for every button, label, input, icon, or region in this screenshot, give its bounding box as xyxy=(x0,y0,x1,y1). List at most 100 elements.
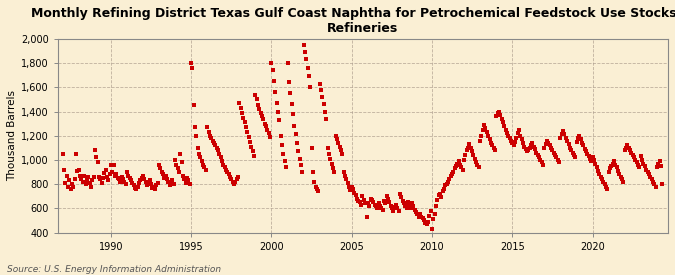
Point xyxy=(229,182,240,186)
Point xyxy=(538,163,549,167)
Point xyxy=(360,201,371,206)
Point xyxy=(488,145,499,150)
Point xyxy=(117,177,128,182)
Point xyxy=(269,79,279,83)
Point xyxy=(353,199,364,203)
Point xyxy=(526,143,537,148)
Point xyxy=(546,145,557,150)
Point xyxy=(421,222,432,226)
Point xyxy=(559,132,570,137)
Point xyxy=(527,141,538,145)
Point xyxy=(590,161,601,166)
Point xyxy=(217,159,227,163)
Point xyxy=(554,160,564,164)
Point xyxy=(263,131,274,136)
Point xyxy=(433,193,444,197)
Point xyxy=(574,133,585,138)
Point xyxy=(437,189,448,194)
Point xyxy=(497,120,508,125)
Point xyxy=(627,153,638,157)
Point xyxy=(252,103,263,108)
Point xyxy=(653,161,664,166)
Point xyxy=(153,181,163,185)
Point xyxy=(78,180,88,184)
Point xyxy=(115,180,126,184)
Point xyxy=(458,167,468,172)
Point xyxy=(65,187,76,191)
Point xyxy=(135,178,146,183)
Point xyxy=(221,167,232,172)
Point xyxy=(493,109,504,114)
Point xyxy=(74,167,84,172)
Point xyxy=(226,177,237,182)
Point xyxy=(522,149,533,154)
Text: Source: U.S. Energy Information Administration: Source: U.S. Energy Information Administ… xyxy=(7,265,221,274)
Point xyxy=(405,206,416,211)
Point xyxy=(500,127,511,132)
Point xyxy=(108,163,119,167)
Point xyxy=(649,182,659,186)
Point xyxy=(566,148,576,152)
Point xyxy=(103,178,113,183)
Point xyxy=(296,163,306,167)
Point xyxy=(585,156,595,161)
Point xyxy=(367,198,377,202)
Point xyxy=(97,176,108,180)
Point xyxy=(380,201,391,206)
Point xyxy=(452,161,463,166)
Point xyxy=(563,142,574,146)
Point xyxy=(148,184,159,189)
Point xyxy=(302,66,313,70)
Point xyxy=(167,178,178,183)
Point xyxy=(381,194,392,199)
Point xyxy=(503,133,514,138)
Point xyxy=(278,152,289,156)
Point xyxy=(317,95,328,99)
Point xyxy=(223,172,234,177)
Point xyxy=(251,97,262,101)
Point xyxy=(454,159,464,163)
Point xyxy=(436,195,447,200)
Point xyxy=(451,164,462,168)
Point xyxy=(75,174,86,178)
Point xyxy=(341,177,352,182)
Point xyxy=(79,174,90,178)
Point xyxy=(213,148,223,152)
Point xyxy=(59,167,70,172)
Point xyxy=(308,170,319,174)
Point xyxy=(219,165,230,169)
Point xyxy=(143,181,154,185)
Point xyxy=(131,187,142,191)
Point xyxy=(134,181,144,185)
Point xyxy=(67,182,78,186)
Point xyxy=(470,160,481,164)
Point xyxy=(576,141,587,145)
Point xyxy=(315,87,326,92)
Point xyxy=(555,136,566,140)
Point xyxy=(215,155,226,160)
Point xyxy=(543,141,554,145)
Point xyxy=(330,133,341,138)
Point xyxy=(385,204,396,208)
Point xyxy=(95,177,105,182)
Point xyxy=(562,138,572,143)
Point xyxy=(273,109,284,114)
Point xyxy=(310,184,321,189)
Point xyxy=(284,80,294,85)
Point xyxy=(150,187,161,191)
Point xyxy=(138,174,148,178)
Point xyxy=(218,163,229,167)
Point xyxy=(315,81,325,86)
Point xyxy=(591,165,602,169)
Point xyxy=(492,111,503,115)
Point xyxy=(275,133,286,138)
Point xyxy=(207,138,218,143)
Point xyxy=(425,208,436,213)
Point xyxy=(641,167,651,172)
Point xyxy=(182,176,192,180)
Point xyxy=(603,170,614,174)
Point xyxy=(428,217,439,221)
Point xyxy=(409,207,420,212)
Point xyxy=(472,163,483,167)
Point xyxy=(655,164,666,168)
